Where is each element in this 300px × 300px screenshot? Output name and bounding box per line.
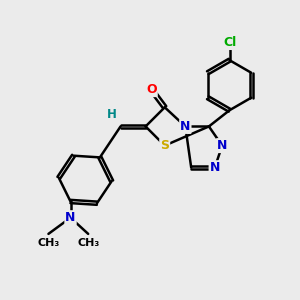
Text: S: S (160, 139, 169, 152)
Text: N: N (65, 211, 76, 224)
Text: CH₃: CH₃ (37, 238, 60, 248)
Text: CH₃: CH₃ (77, 238, 99, 248)
Text: Cl: Cl (223, 36, 236, 49)
Text: H: H (107, 108, 117, 121)
Text: N: N (210, 161, 220, 174)
Text: N: N (217, 139, 227, 152)
Text: N: N (180, 120, 190, 133)
Text: O: O (146, 83, 157, 96)
